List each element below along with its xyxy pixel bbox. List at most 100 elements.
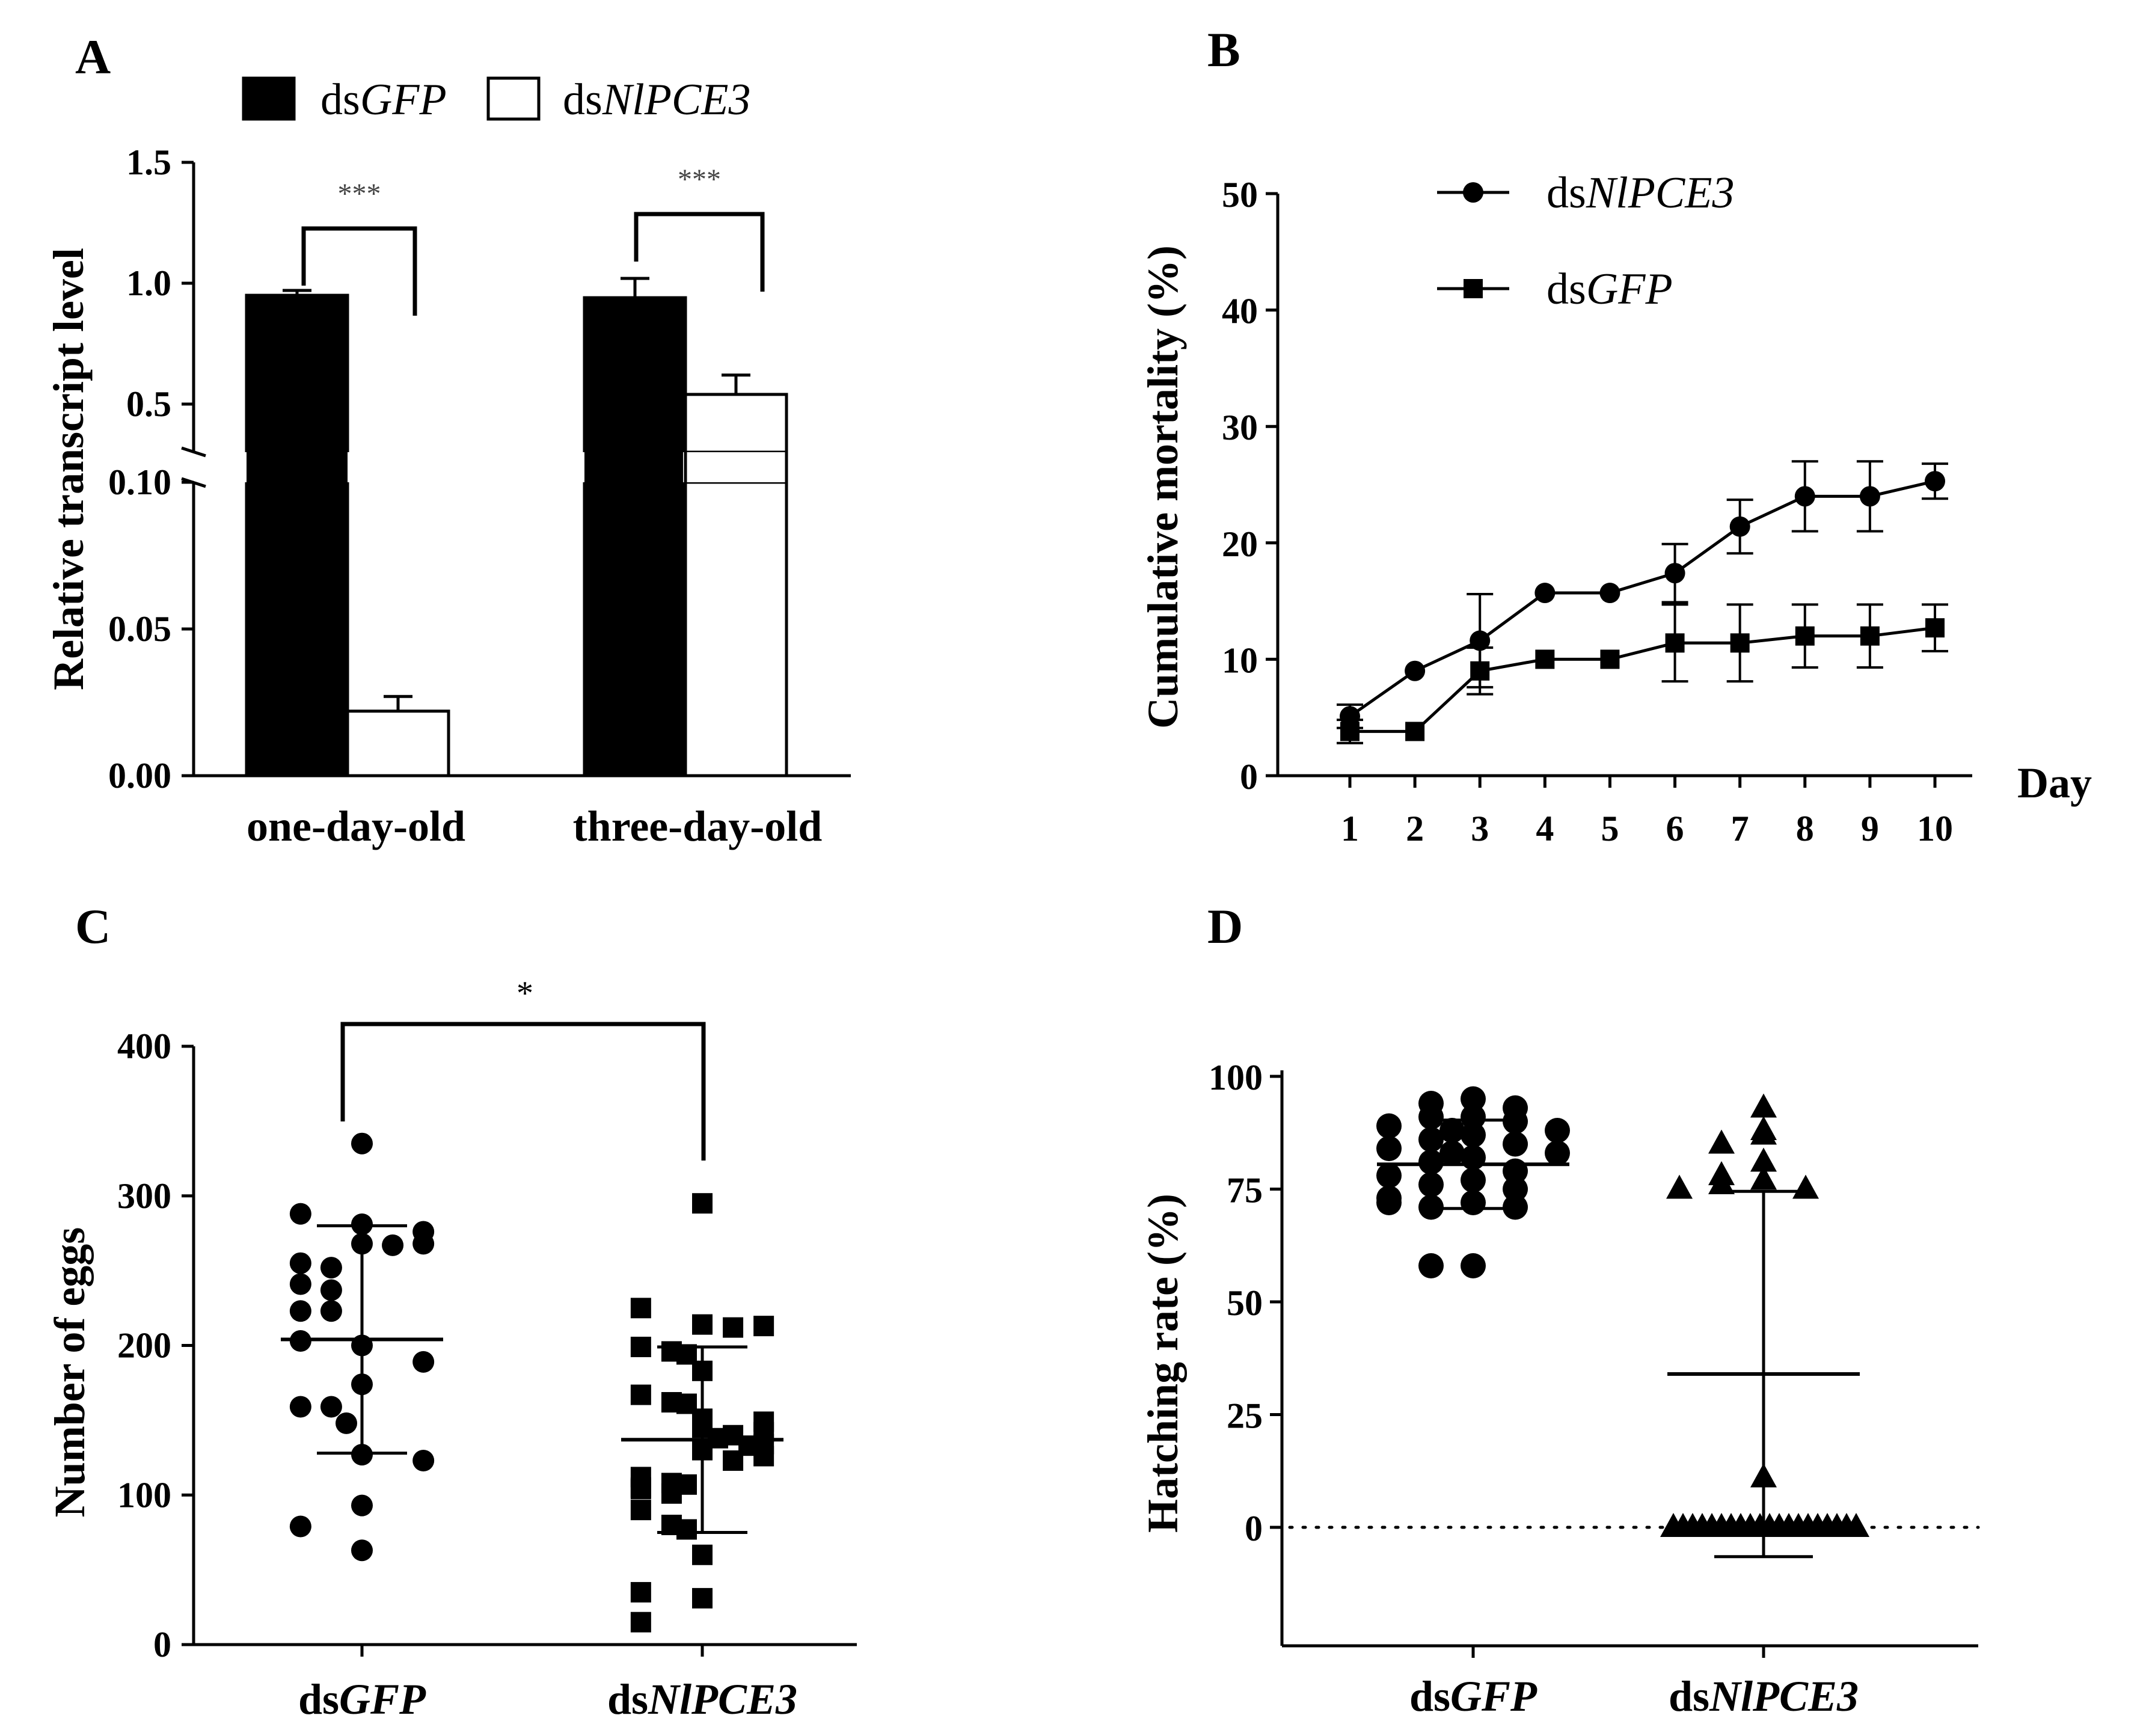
data-point-dsGFP [1376,1136,1402,1161]
data-point-dsNlPCE3 [1599,583,1620,604]
data-point-dsGFP [412,1351,435,1373]
panel-c-y-ticks: 0 100 200 300 400 [117,1026,704,1664]
data-point-dsGFP [1461,1086,1486,1112]
series-line-dsNlPCE3 [1349,479,1936,718]
data-point-dsNlPCE3 [1708,1129,1735,1154]
data-point-dsNlPCE3 [1750,1093,1777,1118]
panel-d-y-ticks: 0 25 50 75 100 [1209,1058,1765,1658]
data-point-dsNlPCE3 [723,1450,744,1471]
x-tick-label: 9 [1861,809,1879,848]
y-tick-label: 400 [117,1026,171,1066]
data-point-dsNlPCE3 [676,1519,697,1540]
y-tick-label: 0.10 [108,462,171,502]
legend-swatch-dsgfp [242,76,296,121]
data-point-dsGFP [351,1539,373,1562]
data-point-dsGFP [412,1233,435,1255]
y-tick-label: 50 [1227,1283,1263,1323]
x-tick-label: 7 [1731,809,1749,848]
x-tick-label: 3 [1471,809,1489,848]
data-point-dsGFP [1405,722,1425,741]
data-point-dsNlPCE3 [630,1500,651,1521]
x-tick-label: 4 [1536,809,1554,848]
panel-a-y-ticks: 0.00 0.05 0.10 0.5 1.0 1.5 [108,143,194,796]
data-point-dsGFP [1925,618,1945,638]
significance-stars: *** [338,178,381,210]
panel-c-y-axis-label: Number of eggs [46,1227,94,1518]
panel-a-bars [244,277,789,778]
data-point-dsNlPCE3 [630,1479,651,1500]
significance-bracket [340,1022,706,1161]
data-point-dsNlPCE3 [692,1544,713,1565]
y-tick-label: 200 [117,1326,171,1366]
bar-dsGFP-bridge [247,452,348,482]
legend-marker-dsnlpce3 [1463,182,1483,203]
data-point-dsNlPCE3 [1750,1147,1777,1172]
significance-bracket [301,226,417,316]
data-point-dsNlPCE3 [692,1193,713,1214]
series-line-dsGFP [1350,626,1936,733]
y-tick-label: 50 [1222,175,1258,215]
panel-b-x-axis-label: Day [2017,759,2092,807]
data-point-dsGFP [336,1412,357,1434]
x-tick-label: 5 [1601,809,1619,848]
data-point-dsNlPCE3 [630,1298,651,1319]
panel-c-category-label: dsGFP [298,1675,426,1723]
bar-dsNlPCE3 [346,710,450,778]
bar-dsGFP-lower [583,480,687,778]
significance-stars: * [517,975,533,1012]
data-point-dsGFP [1503,1131,1528,1157]
data-point-dsGFP [1545,1140,1570,1166]
data-point-dsNlPCE3 [1925,471,1945,492]
axis-break-mark [181,446,206,458]
data-point-dsGFP [1545,1118,1570,1143]
data-point-dsGFP [1461,1253,1486,1278]
bar-dsNlPCE3-upper [684,393,788,454]
data-point-dsNlPCE3 [630,1336,651,1357]
data-point-dsGFP [1503,1176,1528,1202]
data-point-dsNlPCE3 [1859,486,1880,507]
y-tick-label: 0.5 [126,384,171,424]
y-tick-label: 1.0 [126,263,171,303]
data-point-dsGFP [289,1203,311,1225]
panel-c-label: C [75,899,111,954]
bar-dsGFP-upper [583,296,687,454]
x-tick-label: 6 [1666,809,1684,848]
legend-label-dsnlpce3: dsNlPCE3 [563,75,751,124]
panel-b-series [1337,460,1948,744]
y-tick-label: 25 [1227,1396,1263,1436]
bar-dsGFP-upper [245,293,349,454]
data-point-dsNlPCE3 [1340,706,1360,727]
data-point-dsNlPCE3 [1664,563,1685,584]
data-point-dsGFP [1470,661,1490,681]
y-tick-label: 0.05 [108,609,171,649]
panel-b-x-ticks: 1 2 3 4 5 6 7 8 9 10 [1341,776,1953,848]
data-point-dsNlPCE3 [630,1581,651,1603]
data-point-dsGFP [1340,722,1360,741]
data-point-dsNlPCE3 [1750,1165,1777,1190]
panel-a-label: A [75,29,111,84]
panel-c-significance: * [340,975,706,1161]
data-point-dsGFP [1461,1104,1486,1130]
data-point-dsNlPCE3 [1534,583,1556,604]
y-tick-label: 100 [1209,1058,1263,1097]
data-point-dsNlPCE3 [630,1612,651,1633]
y-tick-label: 40 [1222,292,1258,331]
data-point-dsNlPCE3 [1470,630,1491,651]
data-point-dsNlPCE3 [753,1316,774,1337]
data-point-dsNlPCE3 [723,1317,744,1338]
data-point-dsGFP [289,1252,311,1274]
panel-a-category-label: three-day-old [573,802,823,850]
data-point-dsGFP [289,1515,311,1538]
panel-a-y-axis-label: Relative transcript level [44,248,93,690]
data-point-dsGFP [289,1273,311,1295]
data-point-dsNlPCE3 [753,1446,774,1467]
data-point-dsGFP [382,1234,404,1256]
data-point-dsGFP [1418,1127,1444,1152]
significance-stars: *** [678,164,721,195]
panel-d-points [1288,1086,1980,1559]
data-point-dsGFP [1439,1140,1465,1166]
data-point-dsNlPCE3 [692,1314,713,1335]
data-point-dsNlPCE3 [1794,486,1815,507]
y-tick-label: 0 [1245,1509,1263,1548]
data-point-dsGFP [1418,1104,1444,1130]
